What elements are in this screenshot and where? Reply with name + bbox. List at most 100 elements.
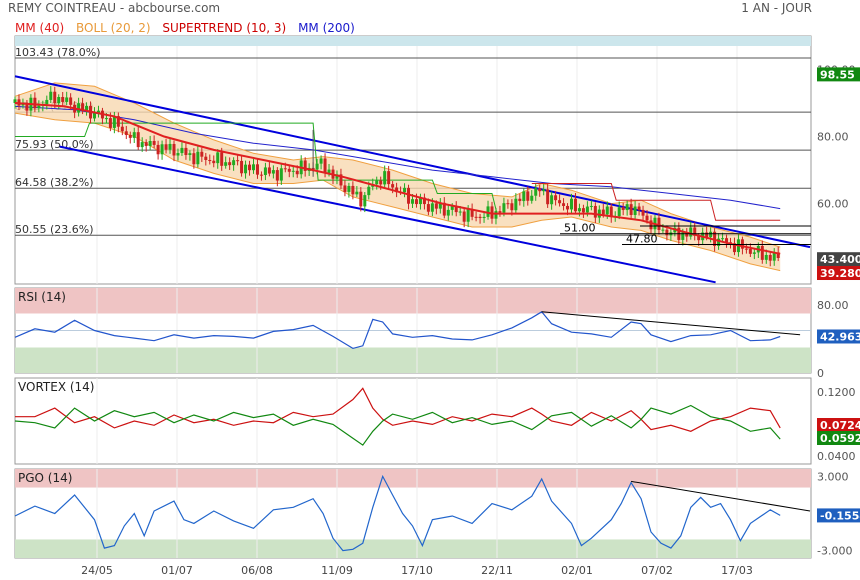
- candle-body: [295, 170, 299, 175]
- candle-body: [550, 195, 554, 205]
- vortex-plus-tag: 0.0724: [820, 419, 860, 432]
- legend-supertrend[interactable]: SUPERTREND (10, 3): [162, 21, 287, 35]
- candle-body: [422, 197, 426, 205]
- pgo-last-tag-bg: [817, 508, 860, 523]
- candle-body: [351, 185, 355, 195]
- x-tick-label: 02/01: [561, 564, 593, 577]
- chart-period[interactable]: 1 AN - JOUR: [741, 1, 812, 15]
- supertrend-down: [531, 183, 781, 221]
- pgo-line: [14, 474, 781, 552]
- candle-body: [128, 134, 132, 138]
- price-tag-green: 98.55: [820, 68, 855, 81]
- rsi-last-tag-bg: [817, 329, 860, 344]
- candle-body: [96, 110, 100, 113]
- candle-body: [589, 205, 593, 207]
- price-ytick: 60.00: [817, 198, 849, 211]
- candle-body: [375, 180, 379, 185]
- candle-body: [629, 204, 633, 215]
- candle-body: [534, 188, 538, 196]
- rsi-ytick: 80.00: [817, 299, 849, 312]
- candle-body: [772, 252, 776, 261]
- pgo-lower-zone: [15, 539, 811, 558]
- bollinger-lower: [14, 112, 781, 272]
- candle-body: [729, 242, 732, 244]
- candle-body: [116, 116, 120, 127]
- candle-body: [510, 203, 514, 211]
- candle-body: [208, 159, 212, 161]
- indicator-legend: MM (40) BOLL (20, 2) SUPERTREND (10, 3) …: [15, 21, 363, 35]
- candle-body: [502, 203, 506, 213]
- candle-body: [148, 141, 152, 146]
- candle-body: [645, 215, 649, 221]
- pgo-ytick: -3.000: [817, 545, 852, 558]
- candle-body: [554, 195, 558, 201]
- candle-body: [323, 158, 327, 173]
- candle-body: [244, 164, 248, 174]
- legend-mm200[interactable]: MM (200): [298, 21, 355, 35]
- bollinger-upper: [14, 82, 781, 248]
- candle-body: [566, 205, 570, 210]
- legend-mm40[interactable]: MM (40): [15, 21, 65, 35]
- candle-body: [697, 235, 701, 241]
- legend-boll[interactable]: BOLL (20, 2): [75, 21, 151, 35]
- candle-body: [263, 167, 267, 176]
- candle-body: [343, 185, 347, 192]
- candle-body: [625, 204, 629, 211]
- x-tick-label: 07/02: [641, 564, 673, 577]
- price-tag-dark: 43.400: [820, 253, 860, 266]
- candle-body: [411, 199, 414, 204]
- candle-body: [609, 206, 613, 218]
- candle-body: [216, 152, 220, 164]
- rsi-overbought-zone: [15, 288, 811, 314]
- candle-body: [93, 112, 96, 119]
- candle-body: [53, 91, 57, 104]
- candle-body: [45, 99, 49, 105]
- candle-body: [275, 170, 279, 181]
- candle-body: [418, 197, 422, 205]
- candle-body: [601, 209, 605, 215]
- candle-body: [768, 254, 772, 261]
- candle-body: [721, 238, 725, 240]
- rsi-oversold-zone: [15, 347, 811, 373]
- vortex-title: VORTEX (14): [18, 380, 95, 394]
- candle-body: [617, 207, 621, 217]
- candle-body: [518, 198, 522, 202]
- supertrend-up: [15, 122, 512, 215]
- candle-body: [188, 153, 192, 155]
- candle-body: [470, 209, 474, 217]
- candle-body: [291, 170, 295, 172]
- candle-body: [37, 105, 41, 109]
- rsi-last-tag: 42.963: [820, 330, 860, 343]
- x-tick-label: 22/11: [481, 564, 513, 577]
- bollinger-band: [15, 82, 781, 271]
- candle-body: [160, 144, 164, 155]
- candle-body: [255, 164, 259, 175]
- candle-body: [108, 118, 112, 128]
- candle-body: [57, 96, 61, 104]
- level-label: 47.80: [626, 232, 658, 245]
- candle-body: [522, 191, 526, 202]
- vortex-minus-line: [14, 404, 781, 446]
- candle-body: [466, 209, 470, 222]
- candle-body: [81, 103, 85, 111]
- candle-body: [124, 131, 128, 135]
- candle-body: [490, 206, 494, 219]
- candle-body: [77, 103, 81, 113]
- candle-body: [514, 198, 518, 211]
- candle-body: [434, 203, 438, 209]
- candle-body: [240, 160, 244, 174]
- candle-body: [248, 164, 252, 171]
- candle-body: [367, 186, 371, 196]
- candle-body: [21, 104, 25, 106]
- x-tick-label: 01/07: [161, 564, 193, 577]
- candle-body: [717, 238, 721, 246]
- candle-body: [136, 132, 140, 148]
- candle-body: [665, 229, 669, 236]
- candle-body: [597, 209, 601, 218]
- pgo-title: PGO (14): [18, 471, 72, 485]
- vortex-ytick: 0.1200: [817, 386, 856, 399]
- candle-body: [685, 232, 689, 237]
- candle-body: [156, 144, 160, 155]
